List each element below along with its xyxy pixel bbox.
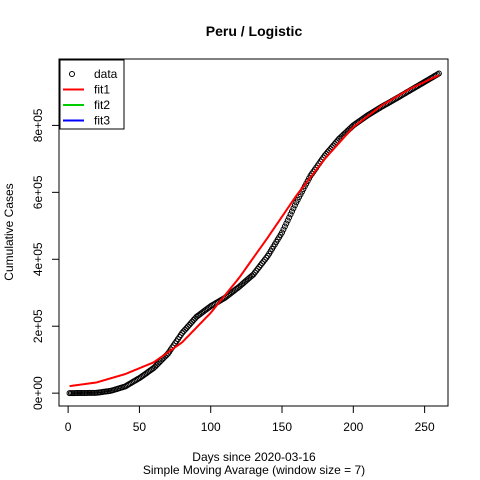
legend-label: fit2 xyxy=(94,98,110,112)
legend-symbol-data xyxy=(69,71,75,77)
x-tick-label: 100 xyxy=(201,420,221,434)
x-tick-label: 0 xyxy=(65,420,72,434)
data-point xyxy=(289,208,295,215)
data-point xyxy=(283,220,290,227)
chart-subtitle: Simple Moving Avarage (window size = 7) xyxy=(143,463,365,477)
x-tick-label: 200 xyxy=(343,420,363,434)
data-point xyxy=(287,211,294,218)
y-tick-label: 6e+05 xyxy=(31,175,45,209)
y-tick-label: 0e+00 xyxy=(31,376,45,410)
x-axis-label: Days since 2020-03-16 xyxy=(192,450,316,464)
y-axis-label: Cumulative Cases xyxy=(2,183,16,280)
y-axis: 0e+00 2e+05 4e+05 6e+05 8e+05 xyxy=(31,108,60,410)
legend-box xyxy=(59,59,125,130)
y-tick-label: 4e+05 xyxy=(31,242,45,276)
plot-area xyxy=(66,70,442,397)
y-tick-label: 8e+05 xyxy=(31,108,45,142)
legend-label: fit1 xyxy=(94,83,110,97)
legend-label: data xyxy=(94,67,118,81)
y-tick-label: 2e+05 xyxy=(31,309,45,343)
chart-title: Peru / Logistic xyxy=(206,23,303,39)
data-point xyxy=(279,229,286,236)
data-point xyxy=(280,226,287,233)
x-tick-label: 150 xyxy=(272,420,292,434)
data-point xyxy=(286,214,293,221)
data-point xyxy=(281,223,288,230)
data-point xyxy=(284,217,291,224)
legend-label: fit3 xyxy=(94,114,110,128)
data-point xyxy=(290,205,297,212)
series-fit1-line xyxy=(69,74,440,388)
data-point xyxy=(291,202,298,209)
x-axis: 0 50 100 150 200 250 xyxy=(65,405,435,434)
x-tick-label: 50 xyxy=(133,420,147,434)
x-tick-label: 250 xyxy=(415,420,435,434)
